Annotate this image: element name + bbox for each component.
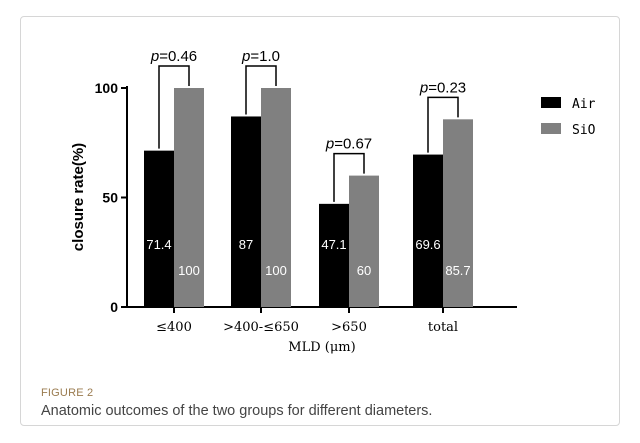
p-value-label: p=1.0 (241, 48, 280, 65)
bar-sio (174, 88, 204, 307)
bar-air (144, 150, 174, 307)
data-label: 47.1 (321, 237, 346, 252)
p-value-label: p=0.67 (325, 136, 372, 153)
x-tick-label: ≤400 (156, 320, 192, 335)
significance-bracket (158, 65, 190, 149)
bar-air (413, 154, 443, 307)
bar-sio (261, 88, 291, 307)
y-tick-label: 50 (102, 190, 118, 206)
x-axis-label: MLD (μm) (288, 340, 355, 355)
significance-bracket (427, 96, 459, 153)
legend-swatch (541, 123, 561, 134)
figure-frame: 0 50 100 closure rate(%) 71.4 100 ≤400 p=0.46 87… (20, 16, 620, 426)
bar-air (231, 116, 261, 307)
x-tick-label: total (428, 320, 458, 335)
data-label: 87 (239, 237, 253, 252)
data-label: 100 (178, 263, 200, 278)
p-value-label: p=0.23 (419, 79, 466, 96)
bar-sio (349, 175, 379, 307)
bar-sio (443, 119, 473, 307)
legend-label: Air (572, 97, 596, 112)
legend-label: SiO (572, 123, 596, 138)
data-label: 69.6 (415, 237, 440, 252)
data-label: 71.4 (146, 237, 171, 252)
data-label: 85.7 (445, 263, 470, 278)
p-value-label: p=0.46 (150, 48, 197, 65)
figure-caption: Anatomic outcomes of the two groups for … (41, 403, 433, 419)
y-axis-label: closure rate(%) (70, 143, 87, 251)
data-label: 60 (357, 263, 371, 278)
bar-air (319, 203, 349, 307)
data-label: 100 (265, 263, 287, 278)
bar-chart: 0 50 100 closure rate(%) 71.4 100 ≤400 p=0.46 87… (70, 48, 596, 355)
x-tick-label: >650 (331, 320, 367, 335)
y-tick-label: 0 (110, 299, 118, 315)
significance-bracket (333, 152, 365, 202)
legend-swatch (541, 97, 561, 108)
figure-label: FIGURE 2 (41, 387, 94, 399)
significance-bracket (245, 65, 277, 115)
y-tick-label: 100 (95, 80, 119, 96)
x-tick-label: >400-≤650 (223, 320, 299, 335)
